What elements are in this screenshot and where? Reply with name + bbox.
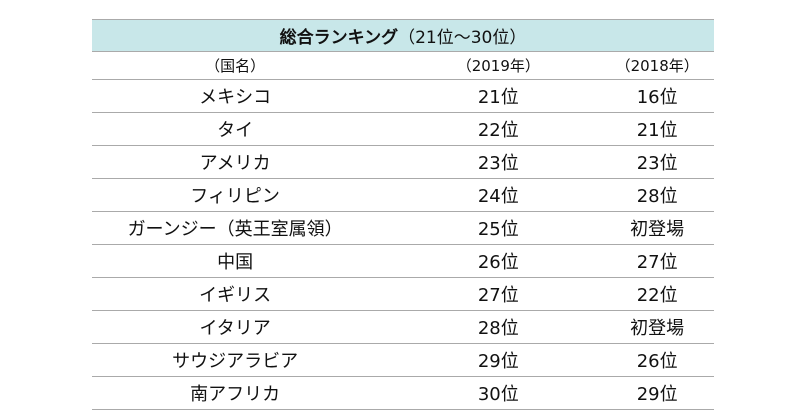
rank-2018-cell: 初登場 xyxy=(600,211,714,245)
column-header-row: （国名） （2019年） （2018年） xyxy=(92,51,714,80)
table-row: アメリカ 23位 23位 xyxy=(92,145,714,179)
table-row: 中国 26位 27位 xyxy=(92,244,714,278)
country-cell: ガーンジー（英王室属領） xyxy=(92,211,379,245)
table-row: メキシコ 21位 16位 xyxy=(92,79,714,113)
country-cell: 中国 xyxy=(92,244,379,278)
header-country: （国名） xyxy=(92,51,379,80)
table-row: フィリピン 24位 28位 xyxy=(92,178,714,212)
table-title-row: 総合ランキング（21位～30位） xyxy=(92,19,714,52)
rank-2019-cell: 21位 xyxy=(378,79,601,113)
rank-2018-cell: 23位 xyxy=(600,145,714,179)
country-cell: タイ xyxy=(92,112,379,146)
country-cell: イギリス xyxy=(92,277,379,311)
rank-2019-cell: 24位 xyxy=(378,178,601,212)
header-2018: （2018年） xyxy=(600,51,714,80)
country-cell: メキシコ xyxy=(92,79,379,113)
country-cell: 南アフリカ xyxy=(92,376,379,410)
rank-2018-cell: 26位 xyxy=(600,343,714,377)
rank-2019-cell: 29位 xyxy=(378,343,601,377)
rank-2019-cell: 30位 xyxy=(378,376,601,410)
rank-2019-cell: 27位 xyxy=(378,277,601,311)
country-cell: アメリカ xyxy=(92,145,379,179)
rank-2019-cell: 22位 xyxy=(378,112,601,146)
table-row: ガーンジー（英王室属領） 25位 初登場 xyxy=(92,211,714,245)
table-row: サウジアラビア 29位 26位 xyxy=(92,343,714,377)
rank-2019-cell: 28位 xyxy=(378,310,601,344)
country-cell: イタリア xyxy=(92,310,379,344)
rank-2018-cell: 初登場 xyxy=(600,310,714,344)
header-2019: （2019年） xyxy=(378,51,601,80)
rank-2018-cell: 27位 xyxy=(600,244,714,278)
table-row: イギリス 27位 22位 xyxy=(92,277,714,311)
rank-2018-cell: 21位 xyxy=(600,112,714,146)
rank-2019-cell: 26位 xyxy=(378,244,601,278)
title-range: （21位～30位） xyxy=(398,28,527,48)
rank-2018-cell: 16位 xyxy=(600,79,714,113)
table-row: タイ 22位 21位 xyxy=(92,112,714,146)
table-row: 南アフリカ 30位 29位 xyxy=(92,376,714,410)
rank-2018-cell: 29位 xyxy=(600,376,714,410)
ranking-table: 総合ランキング（21位～30位） （国名） （2019年） （2018年） メキ… xyxy=(92,19,714,410)
rank-2019-cell: 25位 xyxy=(378,211,601,245)
table-title: 総合ランキング（21位～30位） xyxy=(92,19,714,52)
table-row: イタリア 28位 初登場 xyxy=(92,310,714,344)
rank-2018-cell: 22位 xyxy=(600,277,714,311)
rank-2018-cell: 28位 xyxy=(600,178,714,212)
country-cell: サウジアラビア xyxy=(92,343,379,377)
rank-2019-cell: 23位 xyxy=(378,145,601,179)
title-main: 総合ランキング xyxy=(279,28,399,48)
country-cell: フィリピン xyxy=(92,178,379,212)
